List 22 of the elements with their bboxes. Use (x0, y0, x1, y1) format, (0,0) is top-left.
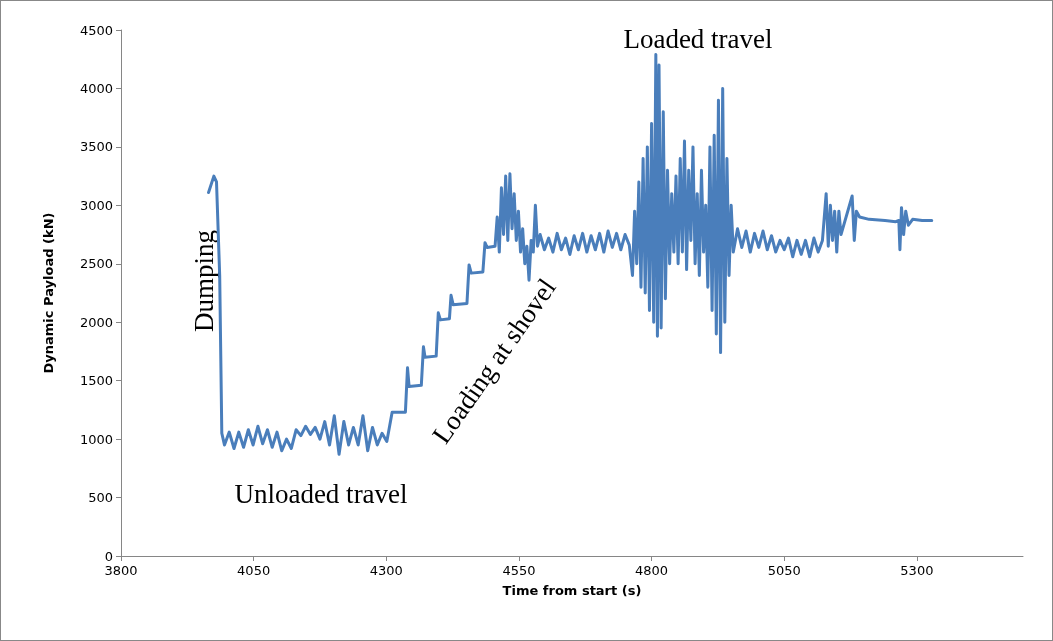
annotation: Dumping (189, 229, 219, 333)
annotation: Loaded travel (623, 24, 773, 54)
x-tick-label: 4800 (635, 563, 669, 578)
y-tick-label: 0 (104, 548, 113, 564)
x-tick-label: 4300 (369, 563, 403, 578)
y-tick-label: 4500 (79, 22, 113, 38)
x-tick-label: 5050 (767, 563, 801, 578)
y-tick-label: 4000 (79, 80, 113, 96)
y-tick-label: 3500 (79, 139, 113, 155)
y-axis-title: Dynamic Payload (kN) (41, 212, 56, 374)
x-tick-label: 4550 (502, 563, 536, 578)
x-tick-label: 3800 (104, 563, 138, 578)
annotation: Unloaded travel (234, 479, 408, 509)
y-tick-label: 1500 (79, 373, 113, 389)
y-tick-label: 2500 (79, 256, 113, 272)
x-axis-title: Time from start (s) (502, 583, 642, 598)
y-tick-label: 500 (88, 490, 113, 506)
y-tick-label: 3000 (79, 197, 113, 213)
y-tick-label: 2000 (79, 314, 113, 330)
x-tick-label: 5300 (900, 563, 934, 578)
y-tick-label: 1000 (79, 431, 113, 447)
x-tick-label: 4050 (237, 563, 271, 578)
